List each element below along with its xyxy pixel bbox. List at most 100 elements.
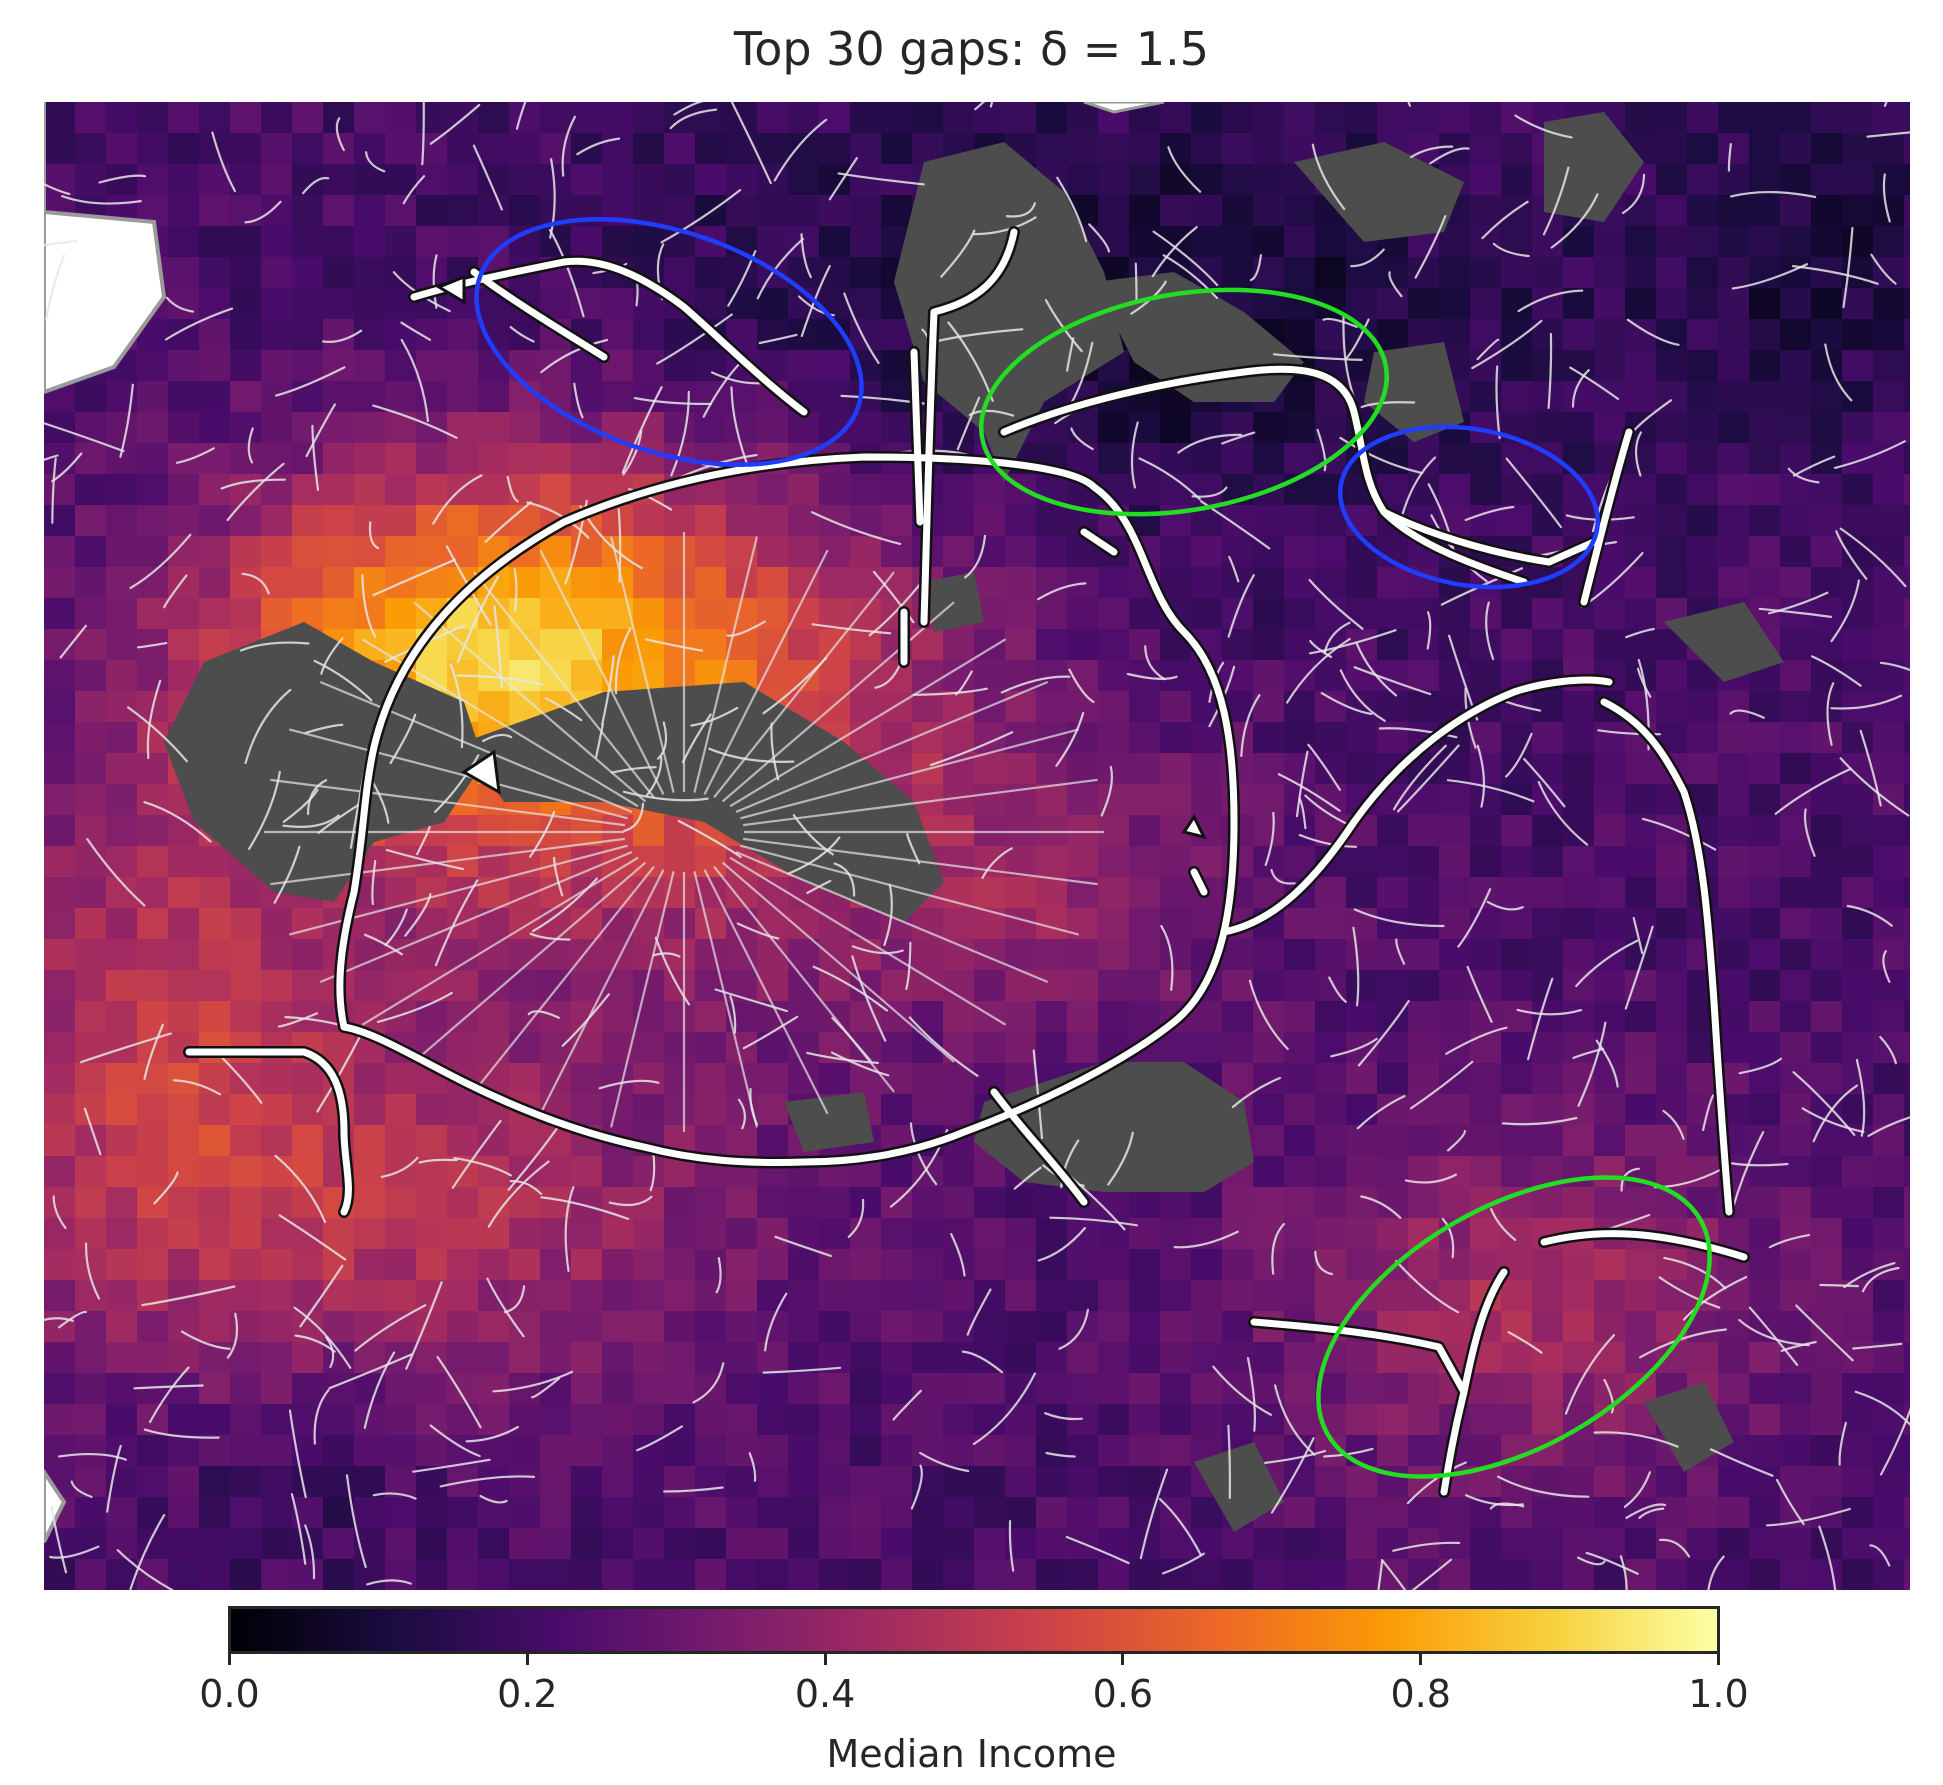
income-tile <box>602 1001 634 1033</box>
income-tile <box>695 1497 727 1529</box>
income-tile <box>695 133 727 165</box>
income-tile <box>1594 815 1626 847</box>
street-segment <box>1867 1116 1910 1137</box>
street-segment <box>956 396 981 451</box>
income-tile <box>230 877 262 909</box>
street-segment <box>1486 900 1524 911</box>
income-tile <box>1253 598 1285 630</box>
income-tile <box>664 1280 696 1312</box>
income-tile <box>1811 1032 1843 1064</box>
street-segment <box>736 922 780 940</box>
income-tile <box>850 1249 882 1281</box>
income-tile <box>912 970 944 1002</box>
income-tile <box>664 1001 696 1033</box>
income-tile <box>1501 474 1533 506</box>
street-segment <box>503 1285 526 1314</box>
income-tile <box>416 1094 448 1126</box>
income-tile <box>571 598 603 630</box>
income-tile <box>106 939 138 971</box>
income-tile <box>912 1528 944 1560</box>
income-tile <box>354 350 386 382</box>
street-segment <box>1107 1131 1134 1186</box>
income-tile <box>385 1404 417 1436</box>
income-tile <box>757 1559 789 1590</box>
income-tile <box>726 1218 758 1250</box>
income-tile <box>571 102 603 134</box>
income-tile <box>1842 629 1874 661</box>
income-tile <box>881 195 913 227</box>
income-tile <box>478 1001 510 1033</box>
street-segment <box>1295 750 1309 818</box>
income-tile <box>602 877 634 909</box>
income-tile <box>1315 567 1347 599</box>
income-tile <box>1594 722 1626 754</box>
income-tile <box>261 1063 293 1095</box>
street-segment <box>1852 1342 1903 1350</box>
income-tile <box>106 629 138 661</box>
income-tile <box>1315 226 1347 258</box>
income-tile <box>1098 629 1130 661</box>
income-tile <box>1160 102 1192 134</box>
income-tile <box>509 412 541 444</box>
street-segment <box>1307 743 1341 791</box>
income-tile <box>416 1342 448 1374</box>
income-tile <box>943 1404 975 1436</box>
income-tile <box>1222 226 1254 258</box>
income-tile <box>1625 226 1657 258</box>
income-tile <box>1067 970 1099 1002</box>
income-tile <box>850 908 882 940</box>
income-tile <box>974 1249 1006 1281</box>
income-tile <box>230 939 262 971</box>
income-tile <box>1470 195 1502 227</box>
income-tile <box>633 319 665 351</box>
income-tile <box>323 1373 355 1405</box>
income-tile <box>602 288 634 320</box>
income-tile <box>1656 226 1688 258</box>
income-tile <box>509 1249 541 1281</box>
street-segment <box>1619 1555 1628 1590</box>
income-tile <box>540 164 572 196</box>
income-tile <box>819 536 851 568</box>
income-tile <box>1253 1218 1285 1250</box>
income-tile <box>695 567 727 599</box>
colorbar <box>228 1606 1720 1654</box>
income-tile <box>1749 784 1781 816</box>
income-tile <box>199 846 231 878</box>
street-segment <box>404 893 432 937</box>
income-tile <box>1036 939 1068 971</box>
income-tile <box>1532 1125 1564 1157</box>
income-tile <box>199 319 231 351</box>
income-tile <box>447 1032 479 1064</box>
income-tile <box>1749 1280 1781 1312</box>
income-tile <box>447 1342 479 1374</box>
street-radial <box>270 778 626 827</box>
income-tile <box>137 1528 169 1560</box>
income-tile <box>447 970 479 1002</box>
income-tile <box>44 598 76 630</box>
income-tile <box>44 1125 76 1157</box>
street-segment <box>548 228 585 318</box>
income-tile <box>261 598 293 630</box>
income-tile <box>1067 598 1099 630</box>
income-tile <box>602 1466 634 1498</box>
income-tile <box>1749 1001 1781 1033</box>
income-tile <box>1532 629 1564 661</box>
income-tile <box>1532 1404 1564 1436</box>
income-tile <box>416 412 448 444</box>
income-tile <box>1098 226 1130 258</box>
street-segment <box>248 770 281 850</box>
income-tile <box>1098 195 1130 227</box>
income-tile <box>75 133 107 165</box>
street-segment <box>1550 193 1599 249</box>
income-tile <box>1873 164 1905 196</box>
street-segment <box>1144 645 1166 681</box>
income-tile <box>633 877 665 909</box>
income-tile <box>633 1404 665 1436</box>
income-tile <box>633 381 665 413</box>
income-tile <box>44 133 76 165</box>
income-tile <box>1687 722 1719 754</box>
income-tile <box>416 1559 448 1590</box>
income-tile <box>1036 629 1068 661</box>
income-tile <box>1842 350 1874 382</box>
income-tile <box>168 505 200 537</box>
